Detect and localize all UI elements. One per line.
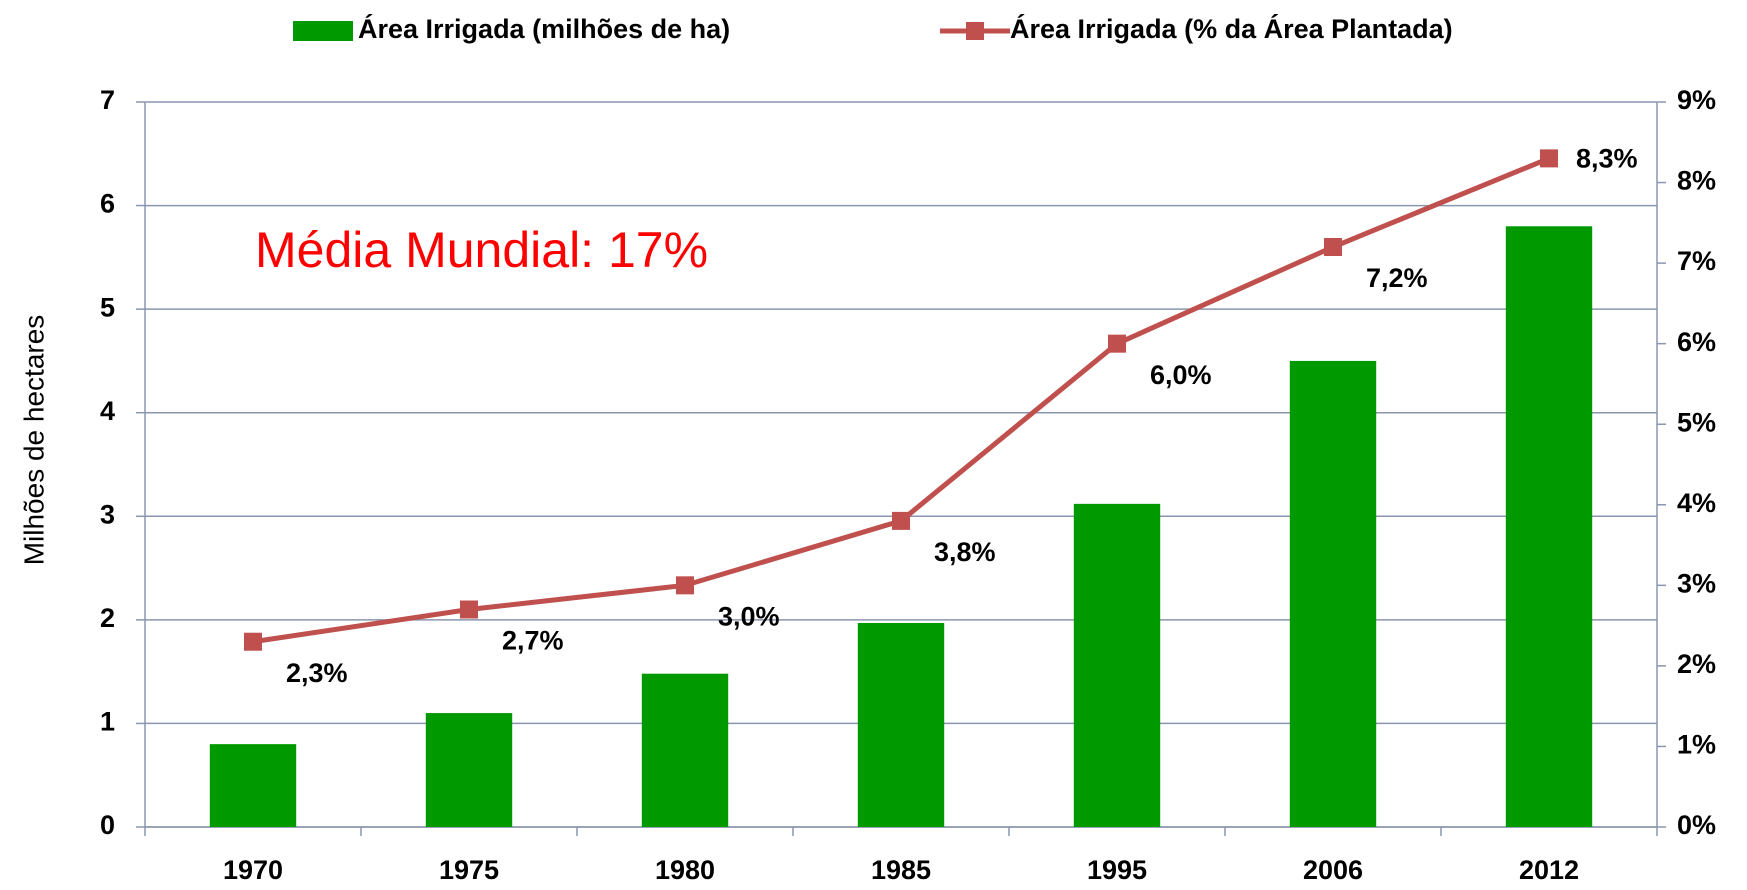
line-marker — [244, 632, 262, 651]
x-tick-label: 1995 — [1087, 855, 1147, 885]
line-marker — [676, 576, 694, 595]
line-marker — [1108, 334, 1126, 353]
data-label: 6,0% — [1150, 360, 1212, 390]
bar — [209, 744, 297, 827]
x-tick-label: 1980 — [655, 855, 715, 885]
data-label: 7,2% — [1366, 263, 1428, 293]
y2-tick-label: 3% — [1677, 568, 1716, 598]
bar — [857, 622, 945, 827]
y2-tick-label: 8% — [1677, 166, 1716, 196]
legend-swatch — [966, 22, 984, 40]
bar — [1073, 503, 1161, 827]
data-label: 2,3% — [286, 658, 348, 688]
y-axis-label: Milhões de hectares — [18, 315, 49, 566]
y2-tick-label: 7% — [1677, 246, 1716, 276]
legend-label: Área Irrigada (% da Área Plantada) — [1010, 13, 1453, 44]
y-tick-label: 2 — [100, 603, 115, 633]
y-tick-label: 5 — [100, 292, 115, 322]
x-tick-label: 2006 — [1303, 855, 1363, 885]
y-tick-label: 0 — [100, 810, 115, 840]
bar — [1289, 360, 1377, 827]
bar — [641, 673, 729, 827]
data-label: 3,8% — [934, 537, 996, 567]
x-tick-label: 1970 — [223, 855, 283, 885]
y-tick-label: 7 — [100, 85, 115, 115]
line-marker — [1324, 238, 1342, 256]
annotation: Média Mundial: 17% — [255, 222, 708, 278]
y-tick-label: 1 — [100, 707, 115, 737]
y2-tick-label: 5% — [1677, 407, 1716, 437]
y-tick-label: 6 — [100, 189, 115, 219]
y2-tick-label: 2% — [1677, 649, 1716, 679]
legend-swatch — [293, 21, 353, 41]
bar — [425, 713, 513, 827]
y2-tick-label: 1% — [1677, 730, 1716, 760]
line-marker — [1540, 149, 1558, 168]
y-tick-label: 4 — [100, 396, 115, 426]
y2-tick-label: 9% — [1677, 85, 1716, 115]
data-label: 2,7% — [502, 626, 564, 656]
x-tick-label: 1985 — [871, 855, 931, 885]
line-marker — [460, 600, 478, 619]
y2-tick-label: 4% — [1677, 488, 1716, 518]
y-tick-label: 3 — [100, 499, 115, 529]
x-tick-label: 2012 — [1519, 855, 1579, 885]
line-marker — [892, 511, 910, 530]
data-label: 3,0% — [718, 601, 780, 631]
y2-tick-label: 0% — [1677, 810, 1716, 840]
legend-label: Área Irrigada (milhões de ha) — [358, 13, 730, 44]
x-tick-label: 1975 — [439, 855, 499, 885]
bar — [1505, 226, 1593, 828]
data-label: 8,3% — [1576, 144, 1638, 174]
y2-tick-label: 6% — [1677, 327, 1716, 357]
